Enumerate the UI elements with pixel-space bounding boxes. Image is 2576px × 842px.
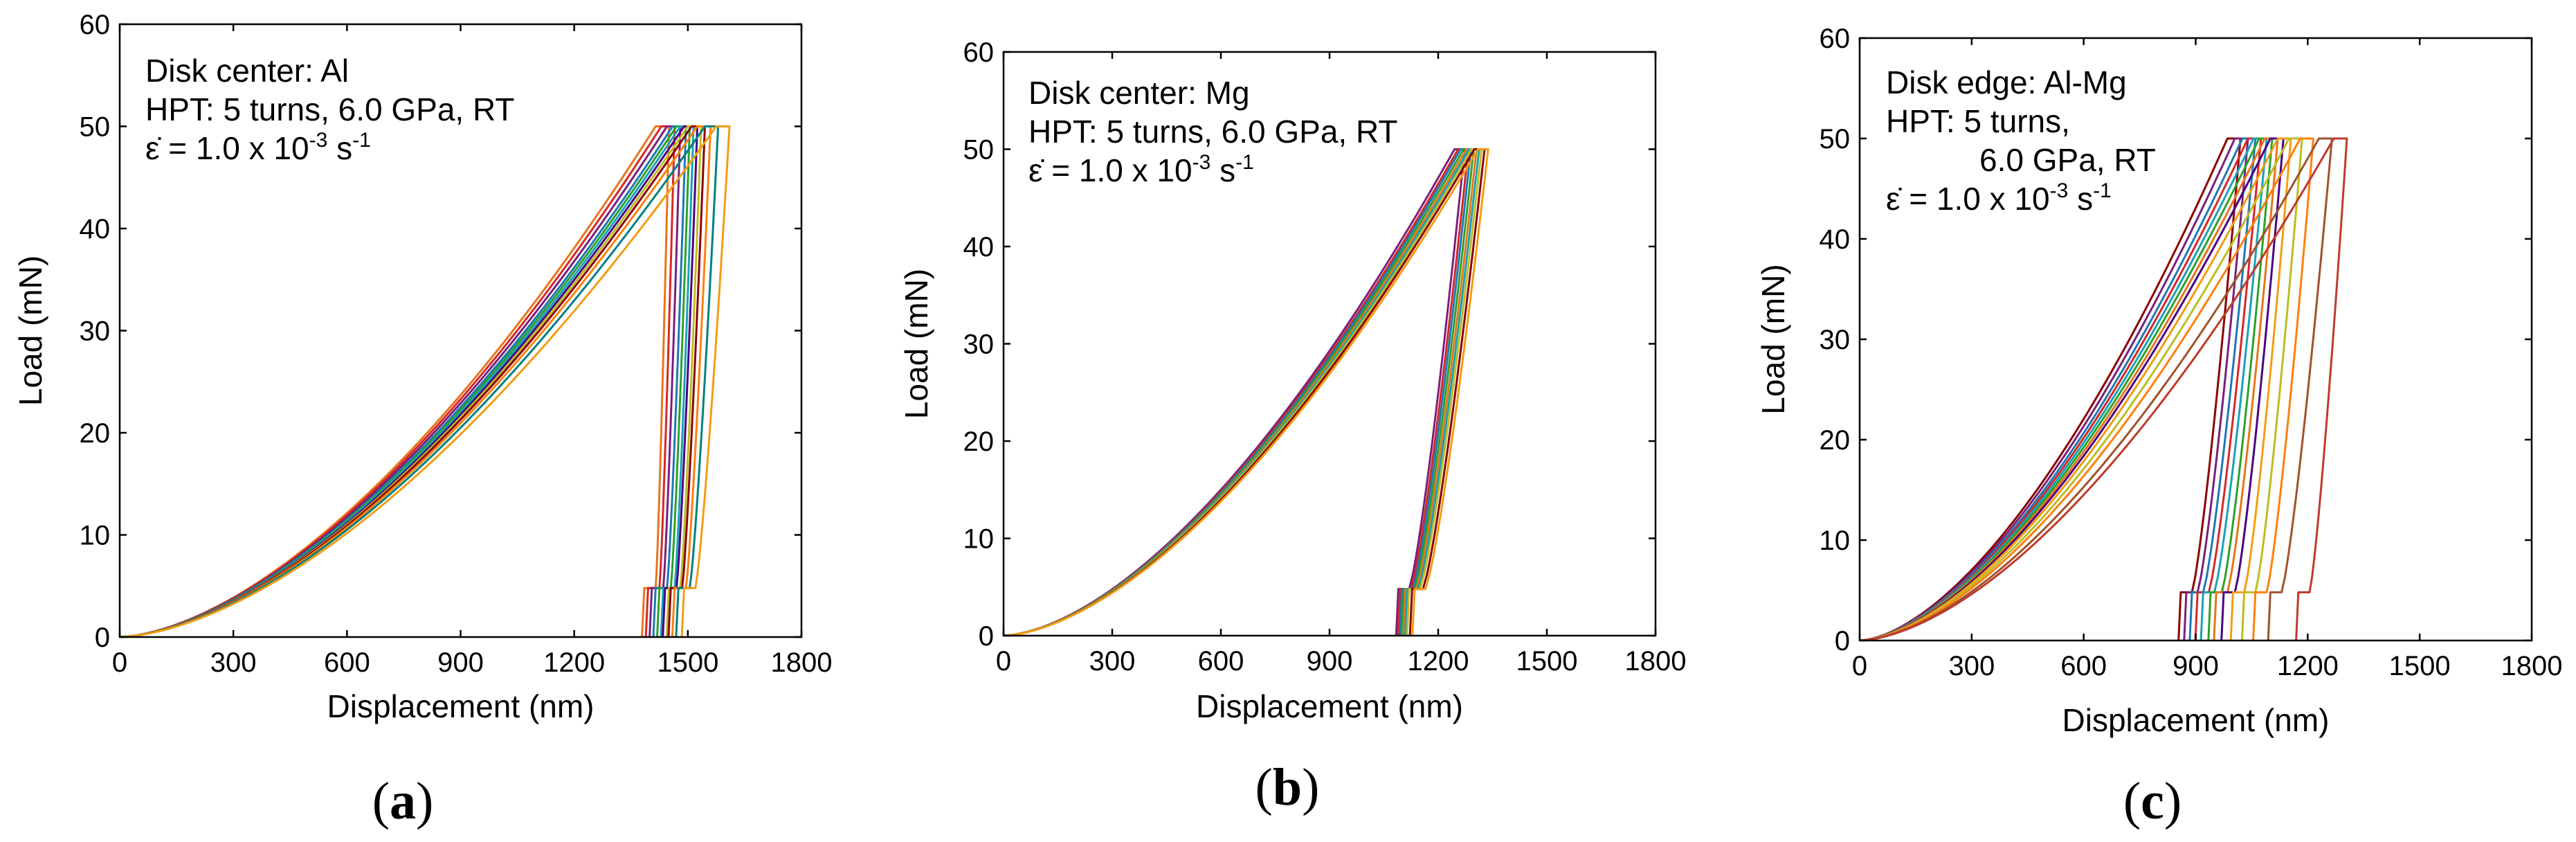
y-tick-label: 60 (1820, 24, 1851, 54)
x-tick-label: 300 (1089, 646, 1136, 677)
y-tick-label: 10 (963, 524, 995, 555)
y-tick-label: 50 (80, 112, 111, 143)
series-group (1860, 137, 2348, 641)
y-tick-label: 20 (963, 427, 995, 457)
x-tick-label: 600 (324, 647, 370, 678)
chart-panel-a: 0 300 600 900 1200 1500 1800 0 10 20 30 40 50 60 Displ… (12, 10, 832, 830)
x-axis-label: Displacement (nm) (1196, 688, 1463, 724)
series-line-indent-09 (1004, 148, 1489, 636)
y-tick-label: 30 (1820, 325, 1851, 355)
series-line-indent-09 (1860, 137, 2292, 641)
y-tick-label: 0 (1835, 626, 1850, 656)
series-line-indent-02 (1860, 137, 2249, 641)
x-tick-label: 1800 (1625, 646, 1687, 677)
series-line-indent-10 (1860, 137, 2303, 641)
x-axis-label: Displacement (nm) (2062, 702, 2330, 738)
annotation-line: Disk center: Al (145, 53, 349, 89)
y-tick-label: 40 (1820, 224, 1851, 255)
y-tick-label: 40 (963, 232, 995, 262)
x-tick-label: 1500 (657, 647, 718, 678)
y-tick-label: 10 (1820, 526, 1851, 556)
x-tick-label: 0 (112, 647, 127, 678)
x-tick-label: 900 (2173, 651, 2219, 681)
x-tick-label: 1800 (2501, 651, 2563, 681)
annotation-line: Disk edge: Al-Mg (1886, 64, 2127, 100)
x-tick-label: 600 (2060, 651, 2107, 681)
y-tick-label: 0 (95, 622, 110, 653)
y-tick-label: 20 (80, 418, 111, 449)
x-axis-label: Displacement (nm) (327, 688, 595, 724)
annotation-line: Disk center: Mg (1028, 75, 1250, 111)
x-tick-label: 300 (1948, 651, 1995, 681)
series-group (1004, 148, 1489, 636)
series-line-indent-11 (120, 125, 720, 637)
series-line-indent-12 (120, 125, 731, 637)
y-tick-label: 50 (1820, 124, 1851, 154)
annotation-line: 6.0 GPa, RT (1979, 142, 2156, 178)
series-line-indent-11 (1860, 137, 2314, 641)
x-tick-label: 900 (437, 647, 484, 678)
panels: 0 300 600 900 1200 1500 18000102030405060Displ… (12, 10, 2562, 830)
y-tick-label: 0 (979, 621, 994, 652)
y-tick-label: 20 (1820, 425, 1851, 456)
series-line-indent-01 (1860, 137, 2242, 641)
annotation-line: HPT: 5 turns, 6.0 GPa, RT (1028, 114, 1397, 150)
panel-label: (b) (1255, 758, 1320, 816)
y-tick-label: 60 (963, 37, 995, 68)
y-tick-label: 50 (963, 135, 995, 165)
x-tick-label: 1200 (2277, 651, 2339, 681)
x-tick-label: 1500 (1516, 646, 1578, 677)
y-tick-label: 30 (963, 330, 995, 360)
chart-panel-b: 0 300 600 900 1200 1500 1800 0 10 20 30 40 50 60 Displ… (898, 37, 1686, 816)
annotation-line: HPT: 5 turns, 6.0 GPa, RT (145, 91, 514, 127)
y-tick-label: 60 (80, 10, 111, 40)
chart-panel-c: 0 300 600 900 1200 1500 1800 0 10 20 30 40 50 60 Displ… (1755, 24, 2562, 830)
panel-label: (c) (2123, 772, 2182, 830)
y-tick-label: 10 (80, 521, 111, 551)
series-line-indent-08 (1860, 137, 2285, 641)
x-tick-label: 1800 (771, 647, 833, 678)
y-tick-label: 30 (80, 316, 111, 347)
series-line-indent-13 (1860, 137, 2348, 641)
x-tick-label: 1500 (2389, 651, 2451, 681)
strain-rate-annotation: ε̇ = 1.0 x 10-3 s-1 (1886, 179, 2112, 217)
y-tick-label: 40 (80, 214, 111, 244)
series-line-indent-12 (1860, 137, 2333, 641)
series-group (120, 125, 731, 637)
x-tick-label: 900 (1307, 646, 1353, 677)
y-axis-label: Load (mN) (1755, 264, 1791, 414)
panel-label: (a) (372, 772, 434, 830)
x-tick-label: 1200 (1408, 646, 1469, 677)
strain-rate-annotation: ε̇ = 1.0 x 10-3 s-1 (145, 129, 371, 166)
strain-rate-annotation: ε̇ = 1.0 x 10-3 s-1 (1028, 151, 1254, 188)
x-tick-label: 0 (1852, 651, 1867, 681)
x-tick-label: 600 (1198, 646, 1244, 677)
y-axis-label: Load (mN) (898, 269, 934, 419)
x-tick-label: 300 (210, 647, 257, 678)
x-tick-label: 0 (996, 646, 1011, 677)
annotation-line: HPT: 5 turns, (1886, 103, 2070, 139)
series-line-indent-10 (120, 125, 712, 637)
x-tick-label: 1200 (543, 647, 605, 678)
y-axis-label: Load (mN) (12, 256, 48, 406)
